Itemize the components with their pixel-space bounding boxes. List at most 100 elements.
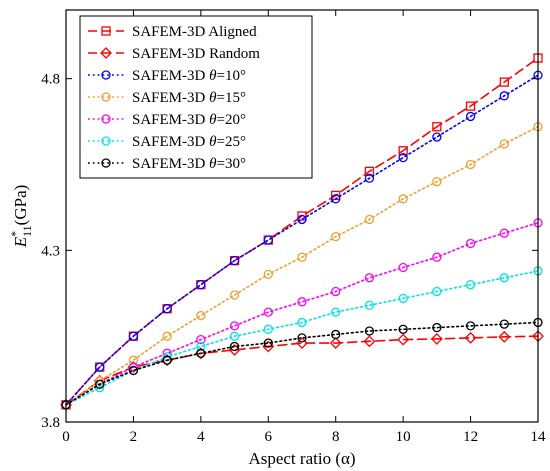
legend-marker bbox=[101, 114, 111, 124]
data-point bbox=[297, 333, 307, 343]
data-point bbox=[196, 334, 206, 345]
legend-entry: SAFEM-3D θ=25° bbox=[88, 134, 246, 150]
x-tick-label: 14 bbox=[531, 429, 547, 445]
data-point bbox=[297, 211, 307, 221]
data-point bbox=[432, 322, 442, 333]
legend-label-suffix: =15° bbox=[216, 90, 245, 106]
legend-marker bbox=[101, 70, 111, 80]
series-line bbox=[65, 74, 539, 406]
data-point bbox=[397, 333, 410, 346]
data-point bbox=[95, 379, 105, 389]
plot-frame bbox=[65, 9, 539, 423]
legend-label-theta: θ bbox=[209, 112, 217, 128]
data-point bbox=[263, 235, 273, 245]
data-point bbox=[363, 335, 376, 348]
data-point bbox=[229, 321, 240, 331]
data-point bbox=[296, 337, 308, 349]
data-point bbox=[196, 280, 206, 290]
legend-marker bbox=[101, 26, 111, 36]
x-tick-label: 2 bbox=[130, 429, 138, 445]
data-point bbox=[398, 194, 408, 204]
legend-label-prefix: SAFEM-3D bbox=[132, 134, 209, 150]
legend-marker bbox=[100, 47, 112, 59]
data-point bbox=[364, 273, 375, 283]
data-point bbox=[398, 324, 408, 334]
legend-label: SAFEM-3D Random bbox=[132, 46, 260, 62]
series-line bbox=[65, 222, 539, 406]
data-point bbox=[263, 269, 273, 280]
data-point bbox=[464, 331, 477, 344]
legend-entry: SAFEM-3D θ=10° bbox=[88, 68, 246, 84]
data-point bbox=[331, 329, 341, 340]
legend-label: SAFEM-3D θ=20° bbox=[132, 112, 246, 128]
series-3 bbox=[61, 122, 543, 410]
y-axis-label: E*11(GPa) bbox=[8, 185, 34, 249]
legend-label: SAFEM-3D θ=10° bbox=[132, 68, 246, 84]
legend-label-theta: θ bbox=[209, 134, 217, 150]
data-point bbox=[263, 324, 273, 334]
data-point bbox=[263, 338, 273, 348]
data-point bbox=[95, 362, 105, 372]
series-6 bbox=[61, 317, 543, 410]
legend-label: SAFEM-3D θ=30° bbox=[132, 156, 246, 172]
legend-label-suffix: =25° bbox=[216, 134, 245, 150]
data-point bbox=[432, 286, 442, 297]
legend-marker bbox=[101, 92, 111, 102]
data-point bbox=[465, 238, 476, 249]
data-point bbox=[229, 331, 240, 341]
data-point bbox=[331, 286, 341, 297]
legend-label: SAFEM-3D θ=25° bbox=[132, 134, 246, 150]
legend-label-suffix: =30° bbox=[216, 156, 245, 172]
data-point bbox=[128, 331, 139, 341]
legend-marker bbox=[101, 136, 111, 146]
data-point bbox=[128, 365, 139, 376]
data-point bbox=[162, 355, 172, 365]
data-point bbox=[196, 310, 206, 321]
series-line bbox=[65, 321, 539, 406]
y-axis-label-sub: 11 bbox=[20, 225, 34, 237]
series-line bbox=[65, 270, 539, 406]
data-point bbox=[196, 341, 206, 352]
y-tick-label: 4.8 bbox=[41, 72, 60, 88]
legend-label-suffix: =10° bbox=[216, 68, 245, 84]
data-point bbox=[364, 326, 375, 336]
legend-label: SAFEM-3D θ=15° bbox=[132, 90, 246, 106]
legend-label-prefix: SAFEM-3D bbox=[132, 112, 209, 128]
data-point bbox=[432, 177, 442, 187]
x-tick-label: 6 bbox=[265, 429, 273, 445]
data-point bbox=[499, 91, 509, 101]
series-line bbox=[65, 125, 539, 406]
data-point bbox=[398, 293, 408, 304]
y-axis-label-sup: * bbox=[8, 231, 22, 237]
series-4 bbox=[61, 218, 543, 410]
data-point bbox=[364, 173, 375, 183]
data-point bbox=[128, 362, 139, 372]
data-point bbox=[432, 252, 442, 262]
data-point bbox=[162, 304, 172, 314]
data-point bbox=[465, 159, 476, 170]
series-line bbox=[65, 335, 539, 406]
data-point bbox=[196, 348, 206, 358]
legend-entry: SAFEM-3D θ=15° bbox=[88, 90, 246, 106]
legend-entry: SAFEM-3D θ=20° bbox=[88, 112, 246, 128]
legend-label-theta: θ bbox=[209, 156, 217, 172]
data-point bbox=[465, 101, 476, 111]
data-point bbox=[297, 252, 307, 262]
data-point bbox=[329, 337, 342, 349]
data-point bbox=[229, 341, 240, 352]
data-point bbox=[229, 255, 240, 266]
x-tick-label: 12 bbox=[463, 429, 478, 445]
y-tick-label: 4.3 bbox=[41, 243, 60, 259]
legend-label-prefix: SAFEM-3D bbox=[132, 68, 209, 84]
x-tick-label: 10 bbox=[396, 429, 411, 445]
y-axis-label-main: E bbox=[11, 236, 30, 248]
data-point bbox=[331, 194, 341, 204]
data-point bbox=[263, 307, 273, 317]
data-point bbox=[331, 231, 341, 242]
legend-label-prefix: SAFEM-3D bbox=[132, 156, 209, 172]
axis-tick-labels: 0 2 4 6 8 10 12 14 3.8 4.3 4.8 bbox=[41, 72, 546, 445]
data-point bbox=[364, 214, 375, 225]
legend-entry: SAFEM-3D θ=30° bbox=[88, 156, 246, 172]
legend-label-theta: θ bbox=[209, 90, 217, 106]
